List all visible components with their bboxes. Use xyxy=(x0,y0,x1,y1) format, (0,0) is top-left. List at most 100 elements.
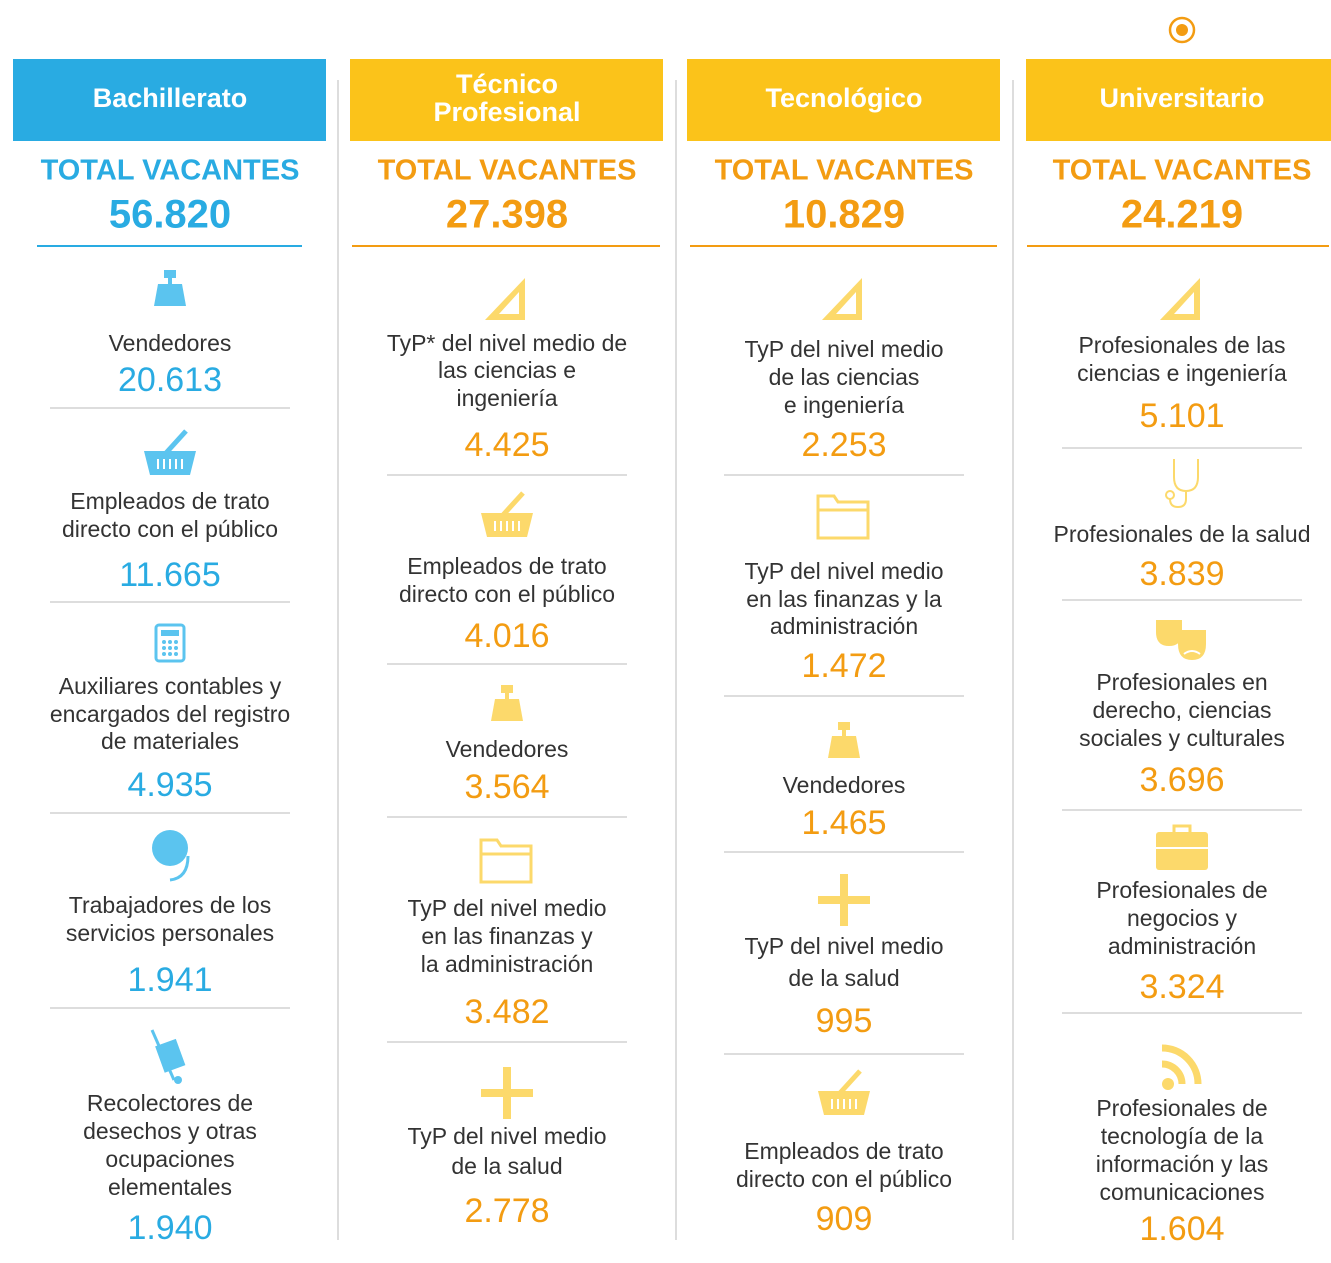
item-label: TyP del nivel medio xyxy=(744,933,943,959)
icon-basket xyxy=(818,1069,870,1115)
icon-part xyxy=(822,278,862,320)
item-number: 4.016 xyxy=(464,617,549,655)
item-number: 4.935 xyxy=(127,766,212,804)
icon-basket xyxy=(144,429,196,475)
item-label: comunicaciones xyxy=(1100,1179,1265,1205)
item-label: Profesionales de xyxy=(1096,1095,1267,1121)
icon-part xyxy=(162,646,166,650)
total-number: 56.820 xyxy=(109,193,231,237)
item-label: Recolectores de xyxy=(87,1090,253,1116)
item-number: 1.465 xyxy=(801,804,886,842)
radio-dot xyxy=(1176,24,1188,36)
icon-part xyxy=(168,652,172,656)
item-label: Empleados de trato xyxy=(70,488,269,514)
item-number: 1.604 xyxy=(1139,1210,1224,1248)
item-label: desechos y otras xyxy=(83,1118,257,1144)
icon-part xyxy=(155,1038,186,1073)
icon-part xyxy=(501,491,525,517)
item-number: 3.324 xyxy=(1139,968,1224,1006)
icon-steth xyxy=(1165,459,1199,509)
icon-part xyxy=(1161,1044,1202,1085)
item-label: servicios personales xyxy=(66,920,274,946)
item-label: Vendedores xyxy=(783,772,906,798)
icon-part xyxy=(1165,490,1175,500)
item-label: Empleados de trato xyxy=(744,1138,943,1164)
icon-part xyxy=(168,640,172,644)
total-label: TOTAL VACANTES xyxy=(378,155,637,187)
item-label: directo con el público xyxy=(736,1166,952,1192)
item-label: TyP del nivel medio xyxy=(744,336,943,362)
icon-rss xyxy=(1161,1044,1202,1090)
header-text: Técnico xyxy=(456,69,558,99)
header-text: Profesional xyxy=(433,97,580,127)
icon-part xyxy=(150,1029,176,1081)
icon-case xyxy=(1156,824,1208,870)
icon-part xyxy=(168,646,172,650)
icon-register xyxy=(828,722,860,758)
column-header xyxy=(350,59,663,141)
item-label: de las ciencias xyxy=(769,364,920,390)
item-label: TyP del nivel medio xyxy=(407,1123,606,1149)
item-number: 5.101 xyxy=(1139,397,1224,435)
icon-part xyxy=(481,1089,533,1097)
item-label: directo con el público xyxy=(399,581,615,607)
icon-part xyxy=(162,640,166,644)
item-label: tecnología de la xyxy=(1101,1123,1264,1149)
item-number: 3.839 xyxy=(1139,555,1224,593)
icon-basket xyxy=(481,491,533,537)
item-label: información y las xyxy=(1096,1151,1269,1177)
icon-part xyxy=(828,736,860,758)
icon-part xyxy=(1156,832,1208,870)
icon-plus xyxy=(818,874,870,926)
icon-part xyxy=(816,494,870,540)
item-label: negocios y xyxy=(1127,905,1237,931)
header-text: Universitario xyxy=(1099,83,1264,113)
icon-part xyxy=(164,429,188,455)
icon-folder xyxy=(816,494,870,540)
radio-icon xyxy=(1168,16,1196,44)
item-number: 1.940 xyxy=(127,1209,212,1247)
icon-part xyxy=(1162,1078,1174,1090)
item-label: las ciencias e xyxy=(438,357,576,383)
column-header xyxy=(687,59,1000,141)
item-label: Empleados de trato xyxy=(407,553,606,579)
icon-part xyxy=(1178,630,1206,660)
icon-part xyxy=(485,278,525,320)
icon-part xyxy=(838,1069,862,1095)
icon-folder xyxy=(479,838,533,884)
item-number: 1.941 xyxy=(127,961,212,999)
item-label: elementales xyxy=(108,1174,232,1200)
item-label: Vendedores xyxy=(109,330,232,356)
icon-part xyxy=(174,652,178,656)
icon-tri xyxy=(1160,278,1200,320)
item-label: Vendedores xyxy=(446,736,569,762)
item-label: Trabajadores de los xyxy=(69,892,271,918)
icon-part xyxy=(154,623,186,663)
item-label: Profesionales de las xyxy=(1078,332,1285,358)
item-number: 1.472 xyxy=(801,647,886,685)
header-text: Bachillerato xyxy=(93,83,248,113)
icon-register xyxy=(491,685,523,721)
item-label: administración xyxy=(1108,933,1256,959)
icon-part xyxy=(1169,459,1199,509)
icon-part xyxy=(842,730,846,736)
total-number: 24.219 xyxy=(1121,193,1243,237)
icon-part xyxy=(162,652,166,656)
item-number: 11.665 xyxy=(119,556,220,594)
icon-part xyxy=(154,284,186,306)
item-label: ocupaciones xyxy=(105,1146,234,1172)
icon-register xyxy=(154,270,186,306)
icon-tri xyxy=(822,278,862,320)
icon-part xyxy=(479,838,533,884)
icon-part xyxy=(164,270,176,278)
item-number: 909 xyxy=(816,1200,873,1238)
item-number: 3.564 xyxy=(464,768,549,806)
icon-headset xyxy=(152,830,190,882)
icon-part xyxy=(505,693,509,699)
item-label: encargados del registro xyxy=(50,701,290,727)
icon-part xyxy=(174,646,178,650)
item-number: 20.613 xyxy=(118,361,222,399)
item-label: Profesionales de xyxy=(1096,877,1267,903)
total-number: 27.398 xyxy=(446,193,568,237)
